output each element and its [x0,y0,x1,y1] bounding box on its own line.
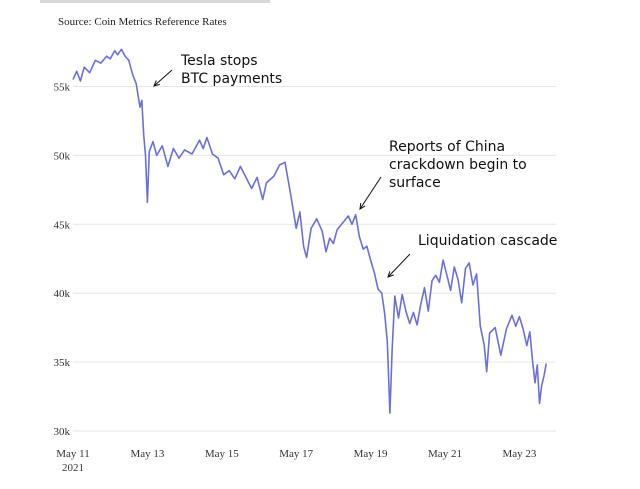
source-note: Source: Coin Metrics Reference Rates [58,16,227,28]
y-tick-label: 50k [54,150,71,162]
annotation-text: BTC payments [181,71,282,87]
x-tick-label: May 13 [130,448,164,460]
annotation-arrowhead [359,202,366,210]
y-tick-label: 30k [54,426,71,438]
top-rule [40,0,270,3]
gridlines [73,86,556,432]
annotations: Tesla stops BTC payments Reports of China c… [153,53,557,278]
annotation-text: crackdown begin to [389,157,527,173]
x-axis: May 11 2021 May 13 May 15 May 17 May 19 May 21… [56,448,537,474]
annotation-arrow [153,69,173,87]
y-tick-label: 55k [54,82,71,94]
annotation-text: surface [389,175,441,191]
x-tick-label: May 15 [205,448,239,460]
annotation-text: Reports of China [389,139,505,155]
annotation: Reports of China crackdown begin to surfac… [359,139,527,210]
annotation: Tesla stops BTC payments [153,53,282,87]
series-line [72,48,547,414]
y-tick-label: 35k [54,357,71,369]
annotation-text: Tesla stops [180,53,258,69]
annotation: Liquidation cascade [387,233,557,278]
x-tick-label: May 11 [56,448,90,460]
x-tick-sublabel: 2021 [62,462,84,474]
x-tick-label: May 19 [354,448,388,460]
x-tick-label: May 21 [428,448,462,460]
x-tick-label: May 17 [279,448,313,460]
y-tick-label: 45k [54,219,71,231]
x-tick-label: May 23 [502,448,536,460]
annotation-text: Liquidation cascade [418,233,557,249]
annotation-arrow [359,176,382,210]
annotation-arrow [387,253,411,278]
y-tick-label: 40k [54,288,71,300]
annotation-arrowhead [387,271,394,278]
annotation-arrowhead [153,80,160,87]
y-axis: 30k 35k 40k 45k 50k 55k [54,82,71,439]
